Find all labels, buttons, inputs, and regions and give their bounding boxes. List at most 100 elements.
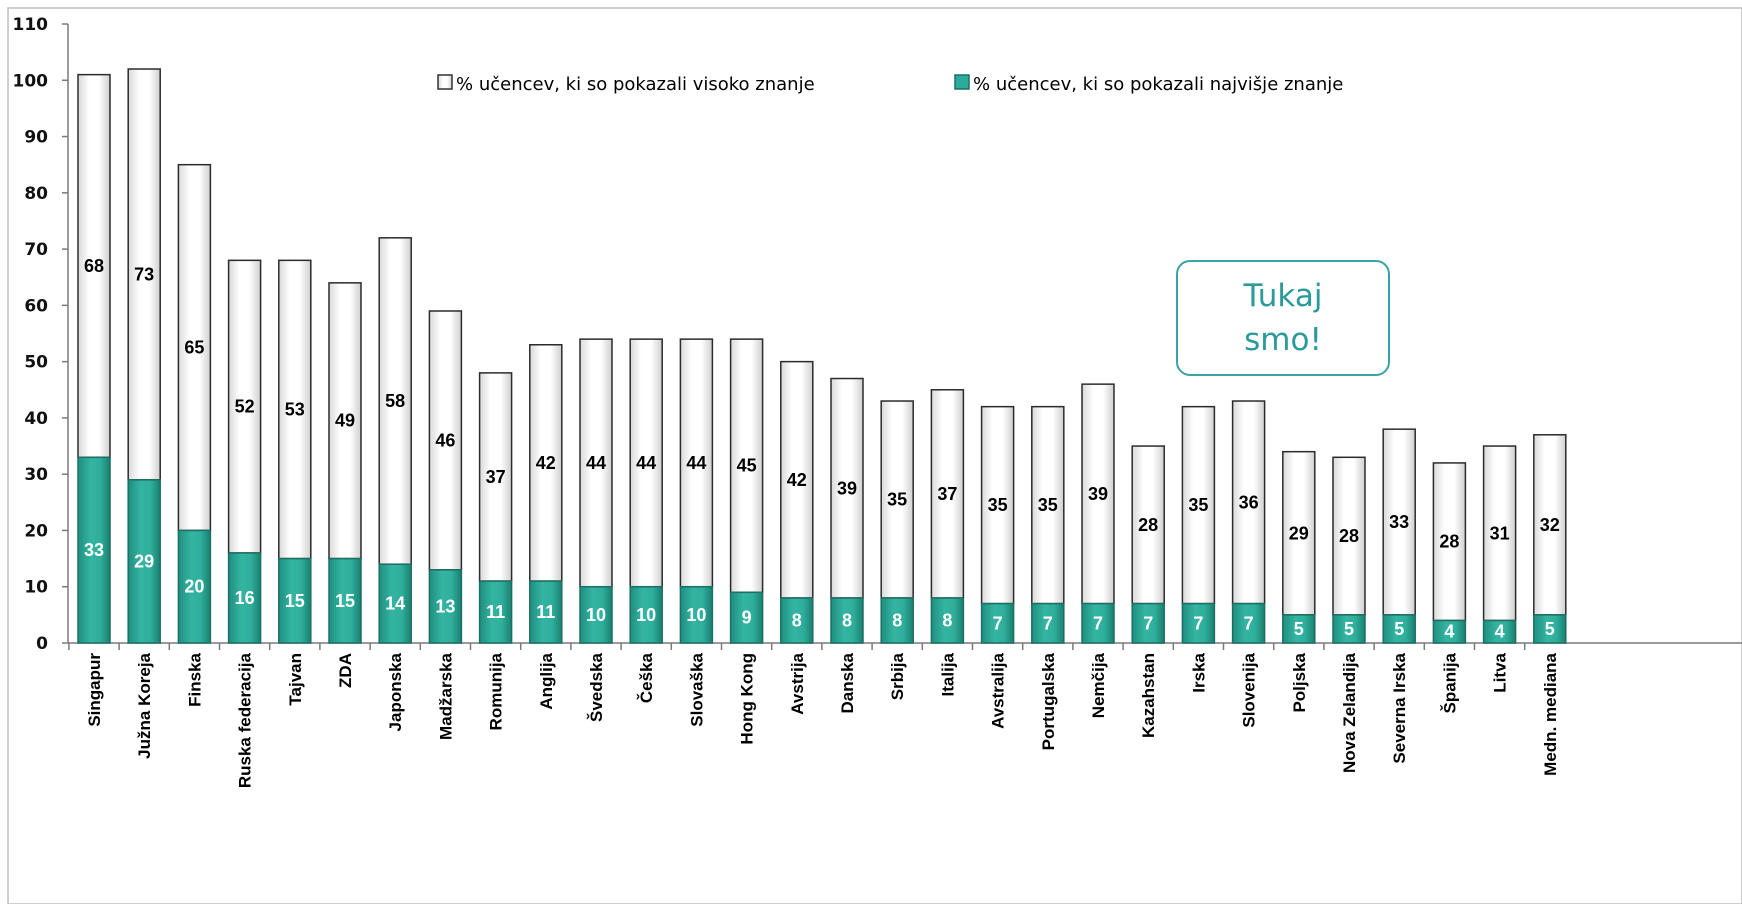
bar-najvisje — [1231, 602, 1266, 644]
bar-visoko — [478, 372, 513, 582]
bar-najvisje — [227, 552, 262, 644]
data-label-visoko: 49 — [335, 411, 355, 431]
data-label-visoko: 29 — [1289, 523, 1309, 543]
bar-najvisje — [177, 529, 212, 644]
category-label: Poljska — [1290, 652, 1309, 712]
legend-swatch-najvisje — [954, 74, 970, 90]
category-label: Danska — [838, 652, 857, 713]
data-label-visoko: 44 — [586, 453, 606, 473]
data-label-najvisje: 15 — [335, 591, 355, 611]
bar-visoko — [1231, 400, 1266, 605]
data-label-najvisje: 5 — [1294, 619, 1304, 639]
data-label-visoko: 28 — [1439, 532, 1459, 552]
data-label-visoko: 42 — [536, 453, 556, 473]
bar-visoko — [830, 377, 864, 599]
bar-najvisje — [328, 557, 362, 644]
bar-najvisje — [579, 585, 613, 644]
data-label-najvisje: 16 — [235, 588, 255, 608]
bar-najvisje — [880, 597, 914, 644]
y-tick-label: 40 — [24, 409, 48, 429]
y-tick-label: 110 — [13, 15, 49, 35]
data-label-najvisje: 7 — [1143, 613, 1153, 633]
bar-najvisje — [378, 563, 412, 644]
bar-najvisje — [830, 597, 864, 644]
data-label-visoko: 46 — [435, 430, 455, 450]
data-label-visoko: 58 — [385, 391, 405, 411]
bar-visoko — [1181, 405, 1216, 605]
category-label: Singapur — [85, 653, 104, 727]
data-label-visoko: 36 — [1239, 492, 1259, 512]
data-label-visoko: 35 — [1038, 495, 1058, 515]
annotation-text: Tukaj smo! — [1208, 274, 1358, 362]
annotation-line-2: smo! — [1244, 322, 1322, 358]
y-tick-label: 10 — [24, 578, 48, 598]
bar-najvisje — [1332, 614, 1366, 644]
data-label-najvisje: 7 — [993, 613, 1003, 633]
data-label-najvisje: 7 — [1093, 613, 1103, 633]
category-label: Slovaška — [687, 652, 706, 726]
data-label-visoko: 35 — [887, 490, 907, 510]
data-label-visoko: 68 — [84, 256, 104, 276]
bar-visoko — [227, 259, 262, 554]
category-label: Nemčija — [1089, 652, 1108, 718]
data-label-najvisje: 11 — [536, 602, 555, 622]
data-labels: 6833732965205216531549155814461337114211… — [84, 256, 1560, 642]
bar-najvisje — [478, 580, 513, 644]
category-label: Italija — [938, 652, 957, 696]
category-label: Finska — [185, 652, 204, 706]
data-label-visoko: 35 — [988, 495, 1008, 515]
axes: 0 10 20 30 40 50 60 70 80 90 100 110 — [13, 15, 1742, 654]
bars — [77, 68, 1567, 644]
bar-visoko — [1031, 405, 1065, 605]
data-label-najvisje: 13 — [435, 596, 455, 616]
y-tick-label: 20 — [24, 521, 48, 541]
plot-border — [7, 7, 1742, 904]
category-label: Portugalska — [1039, 652, 1058, 750]
data-label-najvisje: 5 — [1545, 619, 1555, 639]
category-label: Severna Irska — [1390, 652, 1409, 763]
category-label: Romunija — [487, 652, 506, 730]
category-label: Češka — [637, 652, 656, 703]
data-label-visoko: 39 — [1088, 484, 1108, 504]
bar-visoko — [1332, 456, 1366, 616]
category-label: Madžarska — [436, 652, 455, 739]
bar-najvisje — [1131, 602, 1165, 644]
data-label-visoko: 44 — [636, 453, 656, 473]
bar-visoko — [328, 282, 362, 560]
bar-najvisje — [1382, 614, 1416, 644]
data-label-visoko: 35 — [1188, 495, 1208, 515]
annotation-line-1: Tukaj — [1243, 278, 1323, 314]
category-label: ZDA — [336, 653, 355, 688]
data-label-visoko: 52 — [235, 397, 255, 417]
data-label-visoko: 37 — [486, 467, 506, 487]
bar-visoko — [679, 338, 714, 588]
bar-visoko — [529, 344, 563, 582]
y-tick-label: 0 — [36, 634, 48, 654]
data-label-najvisje: 7 — [1244, 613, 1254, 633]
data-label-visoko: 65 — [184, 338, 204, 358]
category-label: Ruska federacija — [236, 652, 255, 788]
data-label-najvisje: 8 — [892, 610, 902, 630]
data-label-visoko: 45 — [737, 456, 757, 476]
data-label-visoko: 28 — [1138, 515, 1158, 535]
annotation-callout: Tukaj smo! — [1176, 260, 1390, 376]
category-label: Slovenija — [1240, 652, 1259, 727]
bar-najvisje — [1031, 602, 1065, 644]
bar-najvisje — [428, 569, 463, 644]
data-label-najvisje: 14 — [385, 594, 405, 614]
category-labels: Singapur Južna Koreja Finska Ruska federaci… — [85, 652, 1560, 788]
data-label-visoko: 42 — [787, 470, 807, 490]
bar-visoko — [127, 68, 161, 481]
data-label-visoko: 53 — [285, 399, 305, 419]
bar-najvisje — [629, 585, 663, 644]
category-label: Srbija — [888, 652, 907, 700]
data-label-najvisje: 33 — [84, 540, 104, 560]
data-label-najvisje: 20 — [184, 577, 204, 597]
bar-visoko — [980, 405, 1015, 605]
data-label-najvisje: 8 — [842, 610, 852, 630]
bar-visoko — [378, 237, 412, 565]
category-label: Španija — [1440, 652, 1459, 713]
data-label-najvisje: 10 — [586, 605, 606, 625]
data-label-visoko: 37 — [937, 484, 957, 504]
